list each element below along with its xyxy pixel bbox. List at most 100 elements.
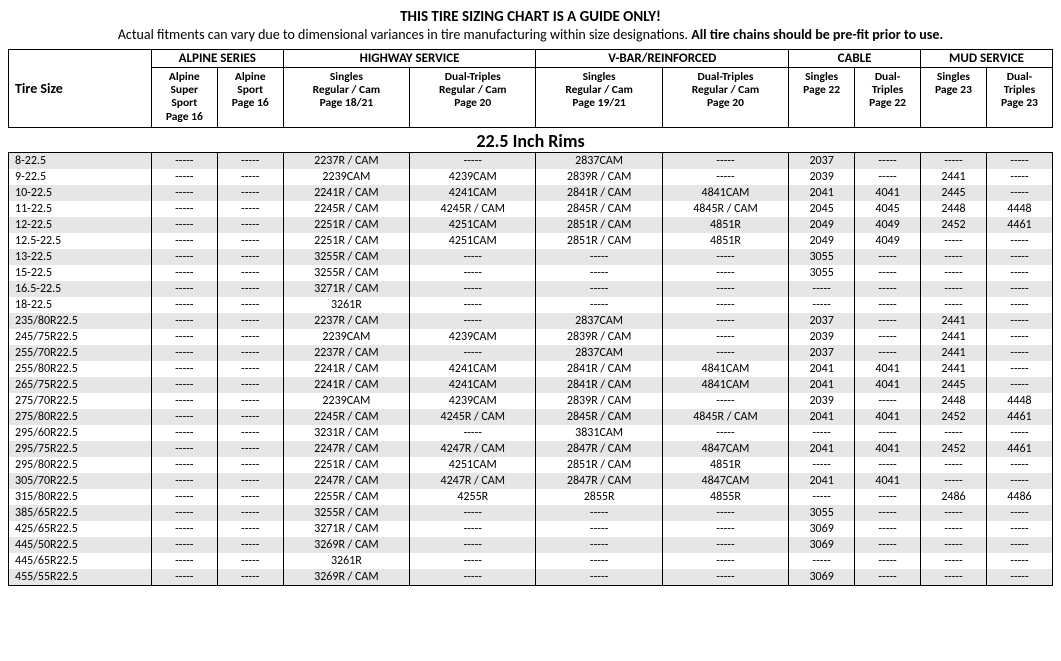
cell-value: 2448 (921, 393, 987, 409)
cell-value: ----- (789, 297, 855, 313)
cell-value: ----- (986, 521, 1052, 537)
cell-value: ----- (986, 457, 1052, 473)
cell-value: ----- (410, 152, 536, 169)
cell-value: 4239CAM (410, 329, 536, 345)
cell-value: ----- (855, 457, 921, 473)
table-row: 235/80R22.5----------2237R / CAM-----283… (9, 313, 1053, 329)
cell-value: 2237R / CAM (283, 152, 409, 169)
cell-value: ----- (921, 265, 987, 281)
table-row: 16.5-22.5----------3271R / CAM----------… (9, 281, 1053, 297)
cell-value: ----- (789, 281, 855, 297)
header-group: V-BAR/REINFORCED (536, 50, 789, 68)
cell-value: 4041 (855, 377, 921, 393)
table-row: 265/75R22.5----------2241R / CAM4241CAM2… (9, 377, 1053, 393)
cell-value: ----- (855, 521, 921, 537)
cell-value: 3269R / CAM (283, 537, 409, 553)
cell-value: ----- (662, 553, 788, 569)
cell-value: ----- (986, 361, 1052, 377)
cell-value: ----- (151, 297, 217, 313)
cell-value: ----- (662, 329, 788, 345)
cell-value: ----- (217, 505, 283, 521)
cell-value: 4041 (855, 441, 921, 457)
cell-value: 2241R / CAM (283, 377, 409, 393)
cell-value: ----- (789, 425, 855, 441)
cell-value: ----- (986, 152, 1052, 169)
cell-value: ----- (217, 425, 283, 441)
cell-value: ----- (151, 361, 217, 377)
cell-tire-size: 455/55R22.5 (9, 569, 152, 586)
cell-tire-size: 12.5-22.5 (9, 233, 152, 249)
cell-value: ----- (410, 569, 536, 586)
cell-value: 2041 (789, 441, 855, 457)
table-row: 295/80R22.5----------2251R / CAM4251CAM2… (9, 457, 1053, 473)
cell-value: ----- (662, 281, 788, 297)
cell-value: ----- (855, 393, 921, 409)
cell-tire-size: 315/80R22.5 (9, 489, 152, 505)
cell-value: 2041 (789, 473, 855, 489)
cell-value: ----- (921, 537, 987, 553)
cell-tire-size: 445/50R22.5 (9, 537, 152, 553)
cell-value: 3055 (789, 249, 855, 265)
cell-value: ----- (151, 553, 217, 569)
cell-value: 4845R / CAM (662, 409, 788, 425)
header-group: ALPINE SERIES (151, 50, 283, 68)
sizing-table: Tire SizeALPINE SERIESHIGHWAY SERVICEV-B… (8, 49, 1053, 586)
cell-value: 3055 (789, 265, 855, 281)
cell-value: ----- (536, 297, 662, 313)
cell-value: ----- (410, 265, 536, 281)
cell-tire-size: 9-22.5 (9, 169, 152, 185)
cell-tire-size: 245/75R22.5 (9, 329, 152, 345)
cell-value: 2441 (921, 361, 987, 377)
cell-value: ----- (151, 152, 217, 169)
cell-value: 2039 (789, 393, 855, 409)
cell-value: 4841CAM (662, 185, 788, 201)
cell-value: ----- (217, 521, 283, 537)
cell-value: ----- (151, 409, 217, 425)
cell-value: ----- (662, 521, 788, 537)
cell-value: 4045 (855, 201, 921, 217)
cell-value: 2049 (789, 217, 855, 233)
header-sub: Dual-TriplesPage 22 (855, 68, 921, 128)
table-row: 445/65R22.5----------3261R--------------… (9, 553, 1053, 569)
table-row: 275/80R22.5----------2245R / CAM4245R / … (9, 409, 1053, 425)
cell-value: 2845R / CAM (536, 409, 662, 425)
cell-value: 2041 (789, 185, 855, 201)
cell-tire-size: 255/80R22.5 (9, 361, 152, 377)
cell-value: ----- (921, 281, 987, 297)
cell-value: ----- (789, 553, 855, 569)
cell-value: ----- (536, 537, 662, 553)
cell-value: ----- (662, 297, 788, 313)
cell-value: ----- (217, 281, 283, 297)
cell-value: ----- (151, 233, 217, 249)
cell-value: ----- (855, 537, 921, 553)
header-sub: Dual-TriplesRegular / CamPage 20 (410, 68, 536, 128)
cell-value: 4251CAM (410, 457, 536, 473)
cell-value: ----- (151, 489, 217, 505)
cell-value: 4245R / CAM (410, 201, 536, 217)
cell-value: ----- (662, 265, 788, 281)
header-sub: AlpineSuperSportPage 16 (151, 68, 217, 128)
cell-value: ----- (921, 425, 987, 441)
cell-value: 2251R / CAM (283, 233, 409, 249)
cell-value: ----- (410, 537, 536, 553)
cell-value: ----- (855, 297, 921, 313)
cell-value: 4041 (855, 361, 921, 377)
cell-value: ----- (921, 569, 987, 586)
cell-value: 2037 (789, 152, 855, 169)
cell-value: ----- (217, 537, 283, 553)
cell-value: ----- (921, 457, 987, 473)
section-title: 22.5 Inch Rims (9, 127, 1053, 152)
cell-value: ----- (217, 473, 283, 489)
cell-value: ----- (151, 521, 217, 537)
table-row: 445/50R22.5----------3269R / CAM--------… (9, 537, 1053, 553)
cell-tire-size: 305/70R22.5 (9, 473, 152, 489)
cell-value: ----- (986, 345, 1052, 361)
cell-value: 2041 (789, 409, 855, 425)
cell-value: ----- (855, 313, 921, 329)
cell-value: ----- (151, 473, 217, 489)
cell-value: 4041 (855, 185, 921, 201)
cell-value: 4448 (986, 393, 1052, 409)
table-row: 245/75R22.5----------2239CAM4239CAM2839R… (9, 329, 1053, 345)
cell-value: 2045 (789, 201, 855, 217)
cell-value: ----- (986, 185, 1052, 201)
